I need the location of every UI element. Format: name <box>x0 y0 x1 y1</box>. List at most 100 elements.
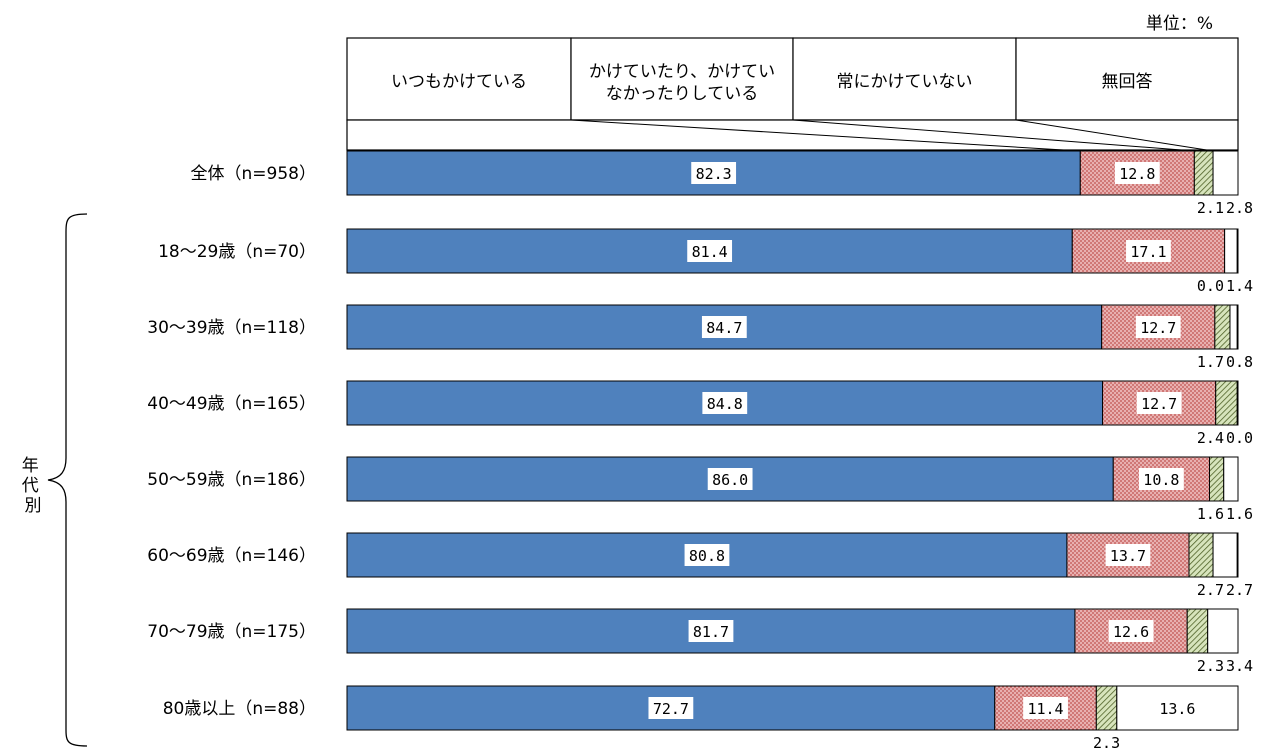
legend-connector-lines <box>570 119 1214 152</box>
data-label-s1-box <box>702 392 748 414</box>
bar-segment-4 <box>1224 228 1238 274</box>
data-label-s2: 12.7 <box>1140 319 1176 337</box>
data-label-s3: 0.0 <box>1197 277 1224 295</box>
category-label: 60～69歳（n=146） <box>147 546 316 566</box>
bar-row: 40～49歳（n=165） 84.8 12.7 2.4 0.0 <box>147 380 1253 447</box>
age-group-brace: 年 代 別 <box>22 213 88 747</box>
connector-line <box>1015 119 1214 152</box>
bar-segment-3 <box>1215 380 1238 426</box>
age-group-char-1: 年 <box>22 456 39 476</box>
data-label-s2-box <box>1023 697 1068 719</box>
bar-outline <box>346 150 1239 196</box>
data-label-s1-box <box>687 240 733 262</box>
bar-segment-3 <box>1186 608 1209 654</box>
connector-line <box>570 119 1081 152</box>
category-label: 50～59歳（n=186） <box>147 470 316 490</box>
bar-segment-3 <box>1095 685 1118 731</box>
data-label-s1-box <box>684 544 730 566</box>
legend-box-4 <box>1015 37 1239 121</box>
data-label-s2: 12.6 <box>1113 623 1149 641</box>
bar-segment-4 <box>1212 532 1238 578</box>
bar-segment-3 <box>1188 532 1214 578</box>
data-label-s3: 2.1 <box>1197 199 1224 217</box>
data-label-s2-box <box>1108 620 1154 642</box>
legend-label-2-line-1: かけていたり、かけてい <box>589 62 775 82</box>
data-label-s2: 17.1 <box>1130 243 1166 261</box>
data-label-s1: 72.7 <box>653 700 689 718</box>
category-label: 80歳以上（n=88） <box>163 699 316 719</box>
data-label-s4: 0.8 <box>1226 353 1253 371</box>
data-label-s1: 81.4 <box>692 243 728 261</box>
category-label: 30～39歳（n=118） <box>147 318 316 338</box>
age-group-char-2: 代 <box>22 476 39 496</box>
legend-connector-area <box>346 119 1239 151</box>
bar-row: 30～39歳（n=118） 84.7 12.7 1.7 0.8 <box>147 304 1253 371</box>
bar-segment-3 <box>1214 304 1231 350</box>
bar-row: 60～69歳（n=146） 80.8 13.7 2.7 2.7 <box>147 532 1253 599</box>
data-label-s1: 84.7 <box>706 319 742 337</box>
legend-box-3 <box>792 37 1017 121</box>
data-label-s2: 11.4 <box>1027 700 1063 718</box>
bar-row: 18～29歳（n=70） 81.4 17.1 0.0 1.4 <box>158 228 1253 295</box>
data-label-s3: 2.3 <box>1093 734 1120 749</box>
data-label-s4: 2.7 <box>1226 581 1253 599</box>
bar-row: 50～59歳（n=186） 86.0 10.8 1.6 1.6 <box>147 456 1253 523</box>
bar-row: 80歳以上（n=88） 72.7 11.4 13.6 2.3 <box>163 685 1239 749</box>
age-group-char-3: 別 <box>25 496 42 516</box>
data-label-s1-box <box>701 316 747 338</box>
legend-label-3: 常にかけていない <box>837 72 973 92</box>
category-label: 40～49歳（n=165） <box>147 394 316 414</box>
connector-line <box>792 119 1195 152</box>
data-label-s2: 12.8 <box>1119 165 1155 183</box>
data-label-s2-box <box>1138 468 1184 490</box>
data-label-s1-box <box>688 620 734 642</box>
data-label-s2: 12.7 <box>1141 395 1177 413</box>
data-label-s1: 80.8 <box>689 547 725 565</box>
data-label-s3: 2.7 <box>1197 581 1224 599</box>
bar-outline <box>346 685 1239 731</box>
category-label: 18～29歳（n=70） <box>158 242 316 262</box>
bar-segment-3 <box>1193 150 1214 196</box>
data-label-s2: 10.8 <box>1143 471 1179 489</box>
category-label: 全体（n=958） <box>191 164 316 184</box>
legend-box-1 <box>346 37 572 121</box>
legend-label-2-line-2: なかったりしている <box>606 84 759 104</box>
bar-rows: 全体（n=958） 82.3 12.8 2.1 2.8 18～29歳（n=70） 81.4 1… <box>147 150 1253 749</box>
bar-segment-4 <box>1212 150 1239 196</box>
data-label-s4: 1.6 <box>1226 505 1253 523</box>
bar-segment-4 <box>1207 608 1239 654</box>
bar-row: 70～79歳（n=175） 81.7 12.6 2.3 3.4 <box>147 608 1253 675</box>
bar-outline <box>346 228 1239 274</box>
bar-segment-4 <box>1229 304 1238 350</box>
bar-row: 全体（n=958） 82.3 12.8 2.1 2.8 <box>191 150 1253 217</box>
bar-outline <box>346 304 1239 350</box>
data-label-s4: 0.0 <box>1226 429 1253 447</box>
legend-label-4: 無回答 <box>1102 72 1153 92</box>
bar-outline <box>346 456 1239 502</box>
data-label-s1: 84.8 <box>707 395 743 413</box>
data-label-s4: 13.6 <box>1159 700 1195 718</box>
data-label-s2-box <box>1114 162 1160 184</box>
data-label-s1-box <box>648 697 694 719</box>
data-label-s1: 82.3 <box>696 165 732 183</box>
data-label-s1: 86.0 <box>712 471 748 489</box>
data-label-s2-box <box>1105 544 1151 566</box>
data-label-s1: 81.7 <box>693 623 729 641</box>
data-label-s1-box <box>707 468 753 490</box>
data-label-s4: 2.8 <box>1226 199 1253 217</box>
bar-segment-3 <box>1208 456 1225 502</box>
bar-outline <box>346 532 1239 578</box>
unit-label: 単位：% <box>1146 14 1213 34</box>
category-label: 70～79歳（n=175） <box>147 622 316 642</box>
data-label-s3: 1.7 <box>1197 353 1224 371</box>
data-label-s2-box <box>1126 240 1171 262</box>
data-label-s3: 2.3 <box>1197 657 1224 675</box>
brace-shape <box>47 213 88 747</box>
data-label-s2-box <box>1135 316 1181 338</box>
data-label-s2-box <box>1136 392 1182 414</box>
bar-outline <box>346 608 1239 654</box>
legend-label-1: いつもかけている <box>391 72 527 92</box>
data-label-s4: 3.4 <box>1226 657 1253 675</box>
